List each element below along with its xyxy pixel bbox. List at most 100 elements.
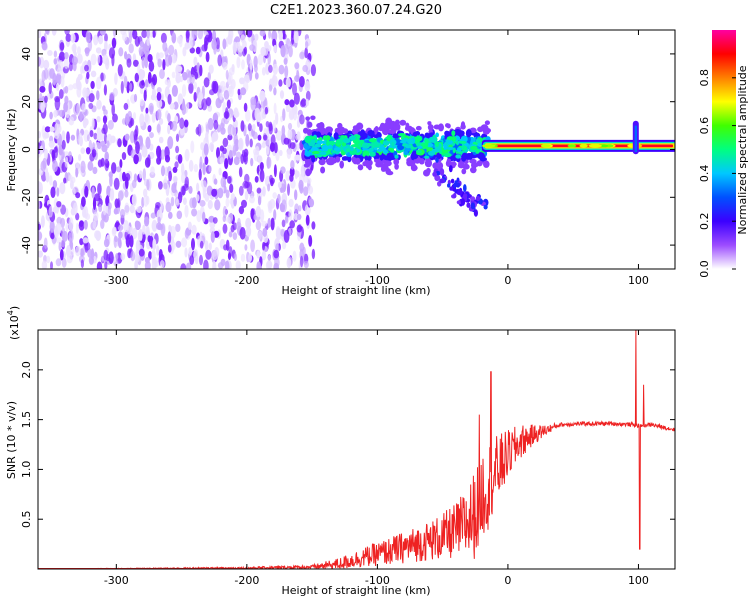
noise-dot — [117, 224, 124, 231]
noise-dot — [85, 30, 91, 43]
noise-dot — [69, 240, 74, 250]
noise-dot — [83, 88, 90, 97]
noise-dot — [257, 195, 262, 206]
noise-dot — [184, 42, 190, 50]
colorbar-tick-label: 0.8 — [698, 69, 711, 87]
blob-core-dot — [322, 148, 328, 152]
noise-dot — [163, 182, 168, 190]
noise-dot — [147, 71, 152, 84]
noise-dot — [109, 188, 115, 201]
blob-core-dot — [327, 144, 333, 150]
noise-dot — [193, 81, 197, 90]
noise-dot — [217, 262, 224, 269]
blob-dot — [412, 131, 418, 137]
noise-dot — [168, 54, 173, 66]
noise-dot — [284, 65, 289, 79]
noise-dot — [120, 253, 126, 261]
blob-core-dot — [349, 146, 354, 152]
blob-core-dot — [312, 150, 320, 155]
y-tick-label: 1.5 — [20, 411, 33, 429]
noise-dot — [114, 198, 119, 209]
noise-dot — [84, 64, 89, 72]
noise-dot — [282, 30, 286, 40]
noise-dot — [290, 160, 295, 170]
noise-dot — [124, 189, 129, 198]
noise-dot — [143, 194, 149, 207]
noise-dot — [104, 151, 109, 162]
noise-dot — [86, 71, 90, 80]
noise-dot — [85, 147, 91, 155]
noise-dot — [253, 214, 257, 221]
noise-dot — [200, 142, 205, 151]
snr-frame — [37, 329, 676, 570]
noise-dot — [230, 193, 235, 201]
noise-dot — [238, 166, 243, 178]
blob-core-dot — [369, 151, 376, 157]
noise-dot — [75, 212, 80, 221]
noise-dot — [286, 149, 292, 160]
noise-dot — [272, 63, 278, 75]
blob-dot — [338, 126, 346, 133]
noise-dot — [150, 212, 156, 219]
blob-core-dot — [414, 136, 423, 142]
noise-dot — [256, 187, 262, 194]
x-tick-label: -300 — [104, 274, 129, 287]
noise-dot — [85, 47, 90, 57]
noise-dot — [238, 137, 244, 151]
noise-dot — [92, 142, 96, 151]
noise-dot — [167, 93, 172, 105]
noise-dot — [40, 215, 45, 228]
noise-dot — [249, 195, 255, 204]
blob-dot — [351, 156, 357, 163]
noise-dot — [149, 31, 153, 38]
colorbar-gradient — [712, 30, 736, 269]
blob-core-dot — [336, 140, 340, 146]
blob-core-dot — [320, 151, 327, 155]
noise-dot — [151, 219, 158, 232]
noise-dot — [277, 193, 281, 204]
noise-dot — [188, 82, 194, 94]
noise-dot — [267, 52, 272, 65]
noise-dot — [60, 75, 65, 88]
blob-dot — [339, 160, 345, 169]
noise-dot — [57, 59, 64, 72]
noise-dot — [262, 227, 268, 237]
blob-dot — [357, 164, 364, 171]
noise-dot — [246, 225, 252, 237]
noise-dot — [271, 30, 278, 42]
blob-dot — [427, 124, 434, 131]
noise-dot — [194, 255, 199, 265]
noise-dot — [219, 122, 225, 131]
noise-dot — [52, 160, 58, 172]
noise-dot — [64, 52, 69, 60]
noise-dot — [97, 142, 102, 150]
noise-dot — [277, 181, 282, 189]
noise-dot — [164, 79, 170, 86]
noise-dot — [249, 59, 253, 72]
noise-dot — [104, 40, 108, 52]
blob-dot — [427, 121, 432, 126]
noise-dot — [256, 261, 261, 269]
noise-dot — [281, 219, 286, 228]
noise-dot — [168, 211, 173, 219]
noise-dot — [97, 183, 102, 195]
noise-dot — [148, 251, 152, 260]
noise-dot — [100, 72, 104, 82]
blob-dot — [310, 115, 316, 121]
noise-dot — [220, 176, 227, 188]
noise-dot — [144, 79, 149, 88]
blob-core-dot — [316, 140, 324, 144]
noise-dot — [54, 229, 59, 239]
carrier-mod — [481, 144, 496, 148]
noise-dot — [257, 53, 264, 66]
y-tick-label: 2.0 — [20, 361, 33, 379]
noise-dot — [50, 186, 56, 199]
noise-dot — [156, 91, 162, 101]
noise-dot — [311, 221, 316, 230]
noise-dot — [280, 45, 286, 58]
blob-dot — [387, 129, 394, 134]
noise-dot — [139, 87, 144, 95]
blob-dot — [367, 155, 372, 161]
noise-dot — [199, 156, 203, 169]
blob-core-dot — [417, 145, 423, 149]
